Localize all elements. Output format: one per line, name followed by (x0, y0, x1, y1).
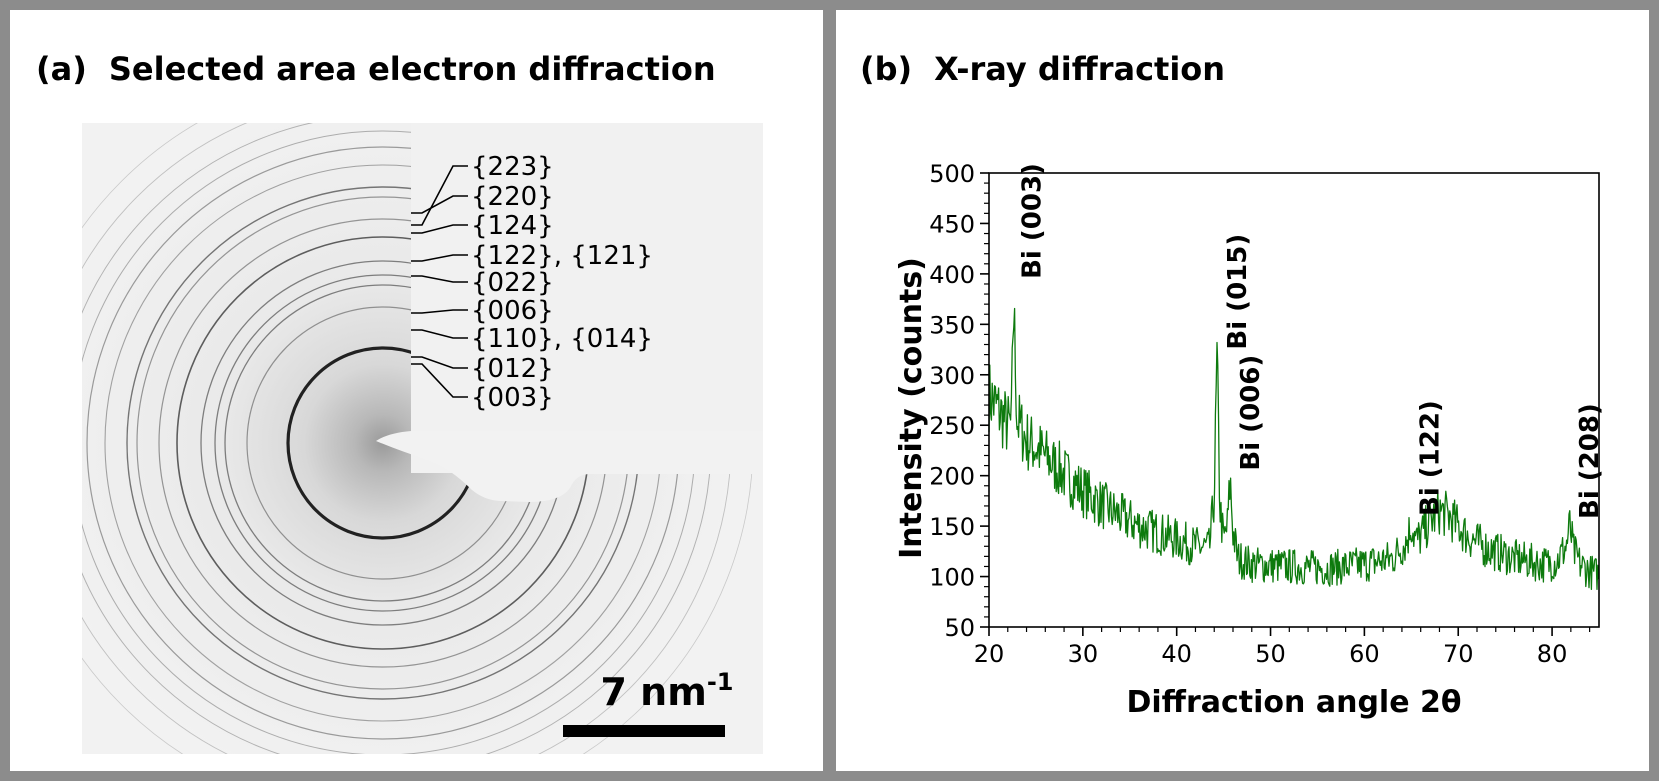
panel-b-tag: (b) (860, 50, 913, 88)
panel-a-title-text: Selected area electron diffraction (108, 50, 716, 88)
y-axis-ticks: 50 100 150 200 250 300 350 400 450 500 (929, 160, 989, 642)
panel-b-xrd: (b) X-ray diffraction 20 30 40 50 60 70 80 50 10… (836, 10, 1649, 771)
ring-label: {012} (471, 354, 554, 384)
y-tick-label: 150 (929, 513, 975, 541)
peak-label: Bi (122) (1415, 400, 1445, 516)
ring-label: {022} (471, 268, 554, 298)
ring-label: {220} (471, 182, 554, 212)
x-tick-label: 30 (1068, 640, 1099, 668)
y-tick-label: 350 (929, 311, 975, 339)
ring-leader-line (411, 195, 468, 214)
ring-labels: {223}{220}{124}{122}, {121}{022}{006}{11… (471, 152, 653, 413)
xrd-trace-line (988, 307, 1600, 591)
ring-label: {003} (471, 383, 554, 413)
x-tick-label: 60 (1349, 640, 1380, 668)
ring-leader-line (411, 356, 468, 369)
x-axis-ticks: 20 30 40 50 60 70 80 (974, 627, 1591, 668)
y-tick-label: 500 (929, 160, 975, 188)
peak-label: Bi (003) (1018, 163, 1048, 279)
xrd-series-line (988, 307, 1600, 591)
panel-b-title-text: X-ray diffraction (934, 50, 1226, 88)
ring-leader-line (411, 254, 468, 262)
scale-bar-label: 7 nm-1 (601, 668, 734, 714)
ring-label: {110}, {014} (471, 324, 653, 354)
beam-stop (376, 431, 763, 502)
y-tick-label: 100 (929, 564, 975, 592)
ring-label: {006} (471, 296, 554, 326)
panel-b-title: (b) X-ray diffraction (860, 50, 1225, 88)
xrd-chart: 20 30 40 50 60 70 80 50 100 150 200 250 300 350 400 45… (894, 160, 1605, 720)
saed-image: {223}{220}{124}{122}, {121}{022}{006}{11… (82, 123, 763, 754)
y-tick-label: 300 (929, 362, 975, 390)
peak-label: Bi (015) (1223, 234, 1253, 350)
peak-label: Bi (006) (1236, 355, 1266, 471)
ring-leader-line (411, 363, 468, 398)
plot-frame (988, 172, 1600, 628)
peak-annotations: Bi (003) Bi (015) Bi (006) Bi (122) Bi (208) (1018, 163, 1605, 519)
ring-leader-line (411, 165, 468, 226)
ring-leader-line (411, 224, 468, 234)
panel-a-saed: (a) Selected area electron diffraction {2… (10, 10, 823, 771)
y-axis-label: Intensity (counts) (894, 257, 929, 559)
y-tick-label: 200 (929, 463, 975, 491)
ring-label: {223} (471, 152, 554, 182)
x-tick-label: 50 (1255, 640, 1286, 668)
ring-label: {124} (471, 211, 554, 241)
ring-leader-line (411, 309, 468, 314)
scale-bar (563, 725, 725, 737)
x-tick-label: 20 (974, 640, 1005, 668)
panel-a-tag: (a) (36, 50, 87, 88)
panel-a-title: (a) Selected area electron diffraction (36, 50, 716, 88)
peak-label: Bi (208) (1575, 403, 1605, 519)
x-axis-label: Diffraction angle 2θ (1127, 685, 1462, 720)
ring-label-leaders (411, 165, 468, 398)
x-tick-label: 70 (1443, 640, 1474, 668)
y-tick-label: 250 (929, 412, 975, 440)
label-overlay-area (411, 123, 763, 473)
y-tick-label: 50 (944, 614, 975, 642)
ring-leader-line (411, 275, 468, 283)
x-tick-label: 80 (1537, 640, 1568, 668)
ring-label: {122}, {121} (471, 241, 653, 271)
y-tick-label: 400 (929, 261, 975, 289)
x-tick-label: 40 (1161, 640, 1192, 668)
y-tick-label: 450 (929, 210, 975, 238)
ring-leader-line (411, 329, 468, 339)
